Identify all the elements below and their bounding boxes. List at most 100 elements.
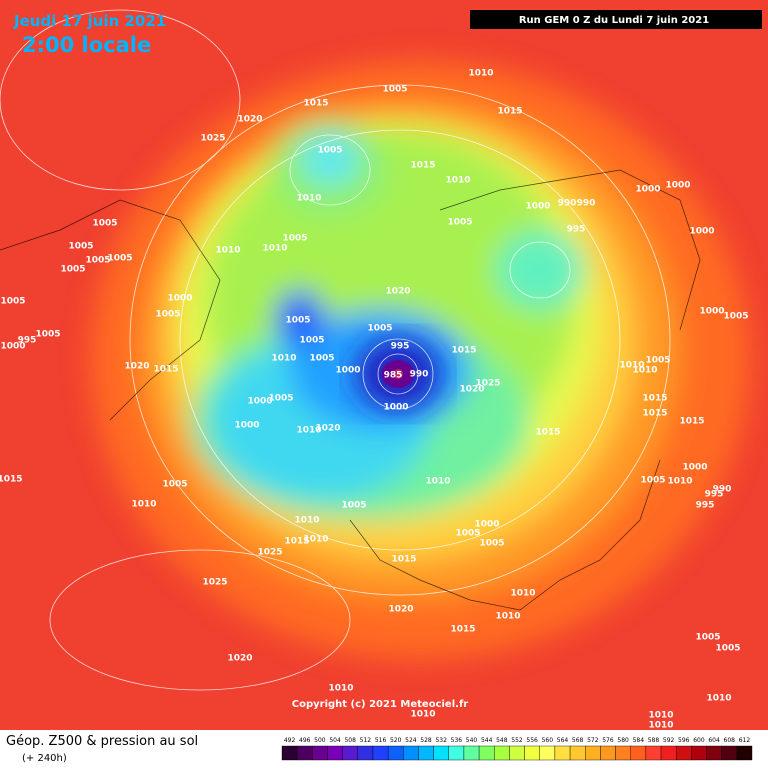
color-scale-label: 536 <box>451 737 463 744</box>
color-swatch <box>478 745 495 761</box>
isobar-label: 1000 <box>234 421 259 431</box>
isobar-label: 1005 <box>35 330 60 340</box>
isobar-label: 990 <box>558 199 577 209</box>
color-scale-label: 524 <box>405 737 417 744</box>
color-swatch <box>706 745 722 761</box>
isobar-label: 1015 <box>535 428 560 438</box>
isobar-label: 1015 <box>451 346 476 356</box>
isobar-label: 1025 <box>202 578 227 588</box>
isobar-labels: 1010100510151015102010251005101510101010… <box>0 69 749 731</box>
isobar-label: 1005 <box>268 394 293 404</box>
isobar-label: 1005 <box>60 265 85 275</box>
isobar-label: 1020 <box>237 115 262 125</box>
isobar-label: 1010 <box>495 612 520 622</box>
isobar-label: 1020 <box>315 424 340 434</box>
color-scale-label: 576 <box>602 737 614 744</box>
color-swatch <box>357 745 374 761</box>
isobar-label: 1010 <box>648 721 673 731</box>
isobar-label: 1010 <box>619 361 644 371</box>
color-swatch <box>433 745 449 761</box>
isobar-label: 1005 <box>68 242 93 252</box>
run-label: Run GEM 0 Z du Lundi 7 juin 2021 <box>519 15 709 26</box>
isobar-label: 1025 <box>200 134 225 144</box>
isobar-label: 1005 <box>317 146 342 156</box>
isobar-label: 1010 <box>328 684 353 694</box>
isobar-label: 1005 <box>285 316 310 326</box>
color-scale-label: 492 <box>284 737 296 744</box>
isobar-label: 1000 <box>383 403 408 413</box>
isobar-label: 1015 <box>642 409 667 419</box>
color-swatch <box>327 745 343 761</box>
isobar-label: 1000 <box>699 307 724 317</box>
isobar-label: 1005 <box>155 310 180 320</box>
color-swatch <box>296 745 313 761</box>
isobar-label: 995 <box>567 225 586 235</box>
color-scale: 492 496 500 504 508 512 516 520 524 528 532 536 540 5… <box>281 737 753 761</box>
color-scale-label: 580 <box>617 737 629 744</box>
isobar-label: 1015 <box>153 365 178 375</box>
isobar-label: 1000 <box>474 520 499 530</box>
isobar-label: 1000 <box>665 181 690 191</box>
isobar-label: 1000 <box>635 185 660 195</box>
color-scale-label: 596 <box>678 737 690 744</box>
isobar-label: 1010 <box>294 516 319 526</box>
isobar-label: 1000 <box>167 294 192 304</box>
color-scale-label: 560 <box>542 737 554 744</box>
color-swatch <box>312 745 328 761</box>
isobar-label: 1015 <box>450 625 475 635</box>
color-scale-label: 520 <box>390 737 402 744</box>
color-scale-label: 612 <box>739 737 751 744</box>
isobar-label: 1015 <box>391 555 416 565</box>
isobar-label: 1015 <box>497 107 522 117</box>
color-swatch <box>418 745 434 761</box>
color-scale-label: 504 <box>329 737 341 744</box>
isobar-label: 1005 <box>299 336 324 346</box>
color-swatch <box>342 745 359 761</box>
isobar-label: 1010 <box>296 194 321 204</box>
isobar-label: 1005 <box>382 85 407 95</box>
isobar-label: 990 <box>713 485 732 495</box>
color-scale-label: 552 <box>511 737 523 744</box>
footer-title: Géop. Z500 & pression au sol <box>6 734 198 749</box>
isobar-label: 1005 <box>85 256 110 266</box>
color-scale-label: 532 <box>435 737 447 744</box>
time-label: 2:00 locale <box>22 33 151 57</box>
isobar-label: 1015 <box>642 394 667 404</box>
isobar-label: 1015 <box>410 161 435 171</box>
color-scale-label: 592 <box>663 737 675 744</box>
isobar-label: 1010 <box>445 176 470 186</box>
color-swatch <box>645 745 662 761</box>
isobar-label: 1005 <box>0 297 25 307</box>
isobar-label: 1005 <box>162 480 187 490</box>
isobar-label: 1000 <box>682 463 707 473</box>
isobar-label: 1010 <box>706 694 731 704</box>
color-scale-label: 528 <box>420 737 432 744</box>
isobar-label: 1010 <box>296 426 321 436</box>
color-swatch <box>494 745 510 761</box>
color-scale-label: 604 <box>708 737 720 744</box>
isobar-label: 1000 <box>247 397 272 407</box>
isobar-label: 1020 <box>388 605 413 615</box>
color-swatch <box>387 745 404 761</box>
color-swatch <box>539 745 556 761</box>
isobar-label: 1010 <box>425 477 450 487</box>
copyright: Copyright (c) 2021 Meteociel.fr <box>292 699 469 710</box>
isobar-label: 1005 <box>447 218 472 228</box>
isobar-label: 1010 <box>271 354 296 364</box>
isobar-label: 1025 <box>475 379 500 389</box>
isobar-label: 1010 <box>632 366 657 376</box>
color-scale-label: 548 <box>496 737 508 744</box>
color-scale-label: 588 <box>648 737 660 744</box>
color-swatch <box>448 745 465 761</box>
isobar-label: 1010 <box>131 500 156 510</box>
color-swatch <box>736 745 753 761</box>
isobar-label: 1005 <box>309 354 334 364</box>
isobar-label: 1010 <box>262 244 287 254</box>
color-swatch <box>463 745 480 761</box>
color-scale-label: 584 <box>633 737 645 744</box>
isobar-label: 1005 <box>282 234 307 244</box>
isobar-label: 1005 <box>640 476 665 486</box>
isobar-label: 1000 <box>525 202 550 212</box>
